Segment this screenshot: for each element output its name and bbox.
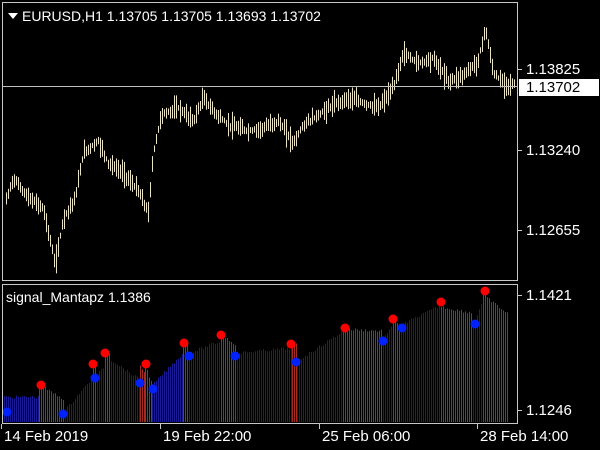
sell-signal-dot: [340, 323, 350, 333]
price-chart-pane[interactable]: [2, 2, 518, 281]
buy-signal-dot: [230, 351, 240, 361]
indicator-histogram: [3, 286, 508, 422]
buy-signal-dot: [397, 323, 407, 333]
sell-signal-dot: [141, 359, 151, 369]
buy-signal-dot: [148, 384, 158, 394]
sell-signal-dot: [216, 330, 226, 340]
sell-signal-dot: [88, 359, 98, 369]
price-bars-canvas: [3, 26, 517, 274]
time-axis[interactable]: 14 Feb 2019 19 Feb 22:00 25 Feb 06:00 28…: [0, 424, 600, 450]
price-axis[interactable]: 1.13825 1.13702 1.13240 1.12655: [517, 2, 600, 281]
symbol-menu-icon[interactable]: [8, 13, 18, 19]
time-label: 28 Feb 14:00: [476, 424, 569, 445]
buy-signal-dot: [470, 319, 480, 329]
sell-signal-dot: [179, 338, 189, 348]
sell-signal-dot: [480, 286, 490, 296]
current-price-label: 1.13702: [519, 79, 599, 96]
indicator-title: signal_Mantapz 1.1386: [6, 289, 151, 305]
sell-signal-dot: [286, 339, 296, 349]
buy-signal-dot: [58, 409, 68, 419]
time-label: 25 Feb 06:00: [318, 424, 411, 445]
sell-signal-dot: [36, 380, 46, 390]
buy-signal-dot: [135, 378, 145, 388]
sell-signal-dot: [388, 314, 398, 324]
buy-signal-dot: [291, 357, 301, 367]
time-label: 14 Feb 2019: [0, 424, 89, 445]
time-label: 19 Feb 22:00: [159, 424, 252, 445]
buy-signal-dot: [3, 407, 12, 417]
sell-signal-dot: [100, 348, 110, 358]
buy-signal-dot: [378, 336, 388, 346]
buy-signal-dot: [184, 351, 194, 361]
indicator-pane[interactable]: [2, 284, 518, 424]
buy-signal-dot: [90, 373, 100, 383]
symbol-title: EURUSD,H1 1.13705 1.13705 1.13693 1.1370…: [22, 8, 321, 24]
indicator-axis[interactable]: 1.1421 1.1246: [517, 287, 572, 419]
sell-signal-dot: [436, 297, 446, 307]
